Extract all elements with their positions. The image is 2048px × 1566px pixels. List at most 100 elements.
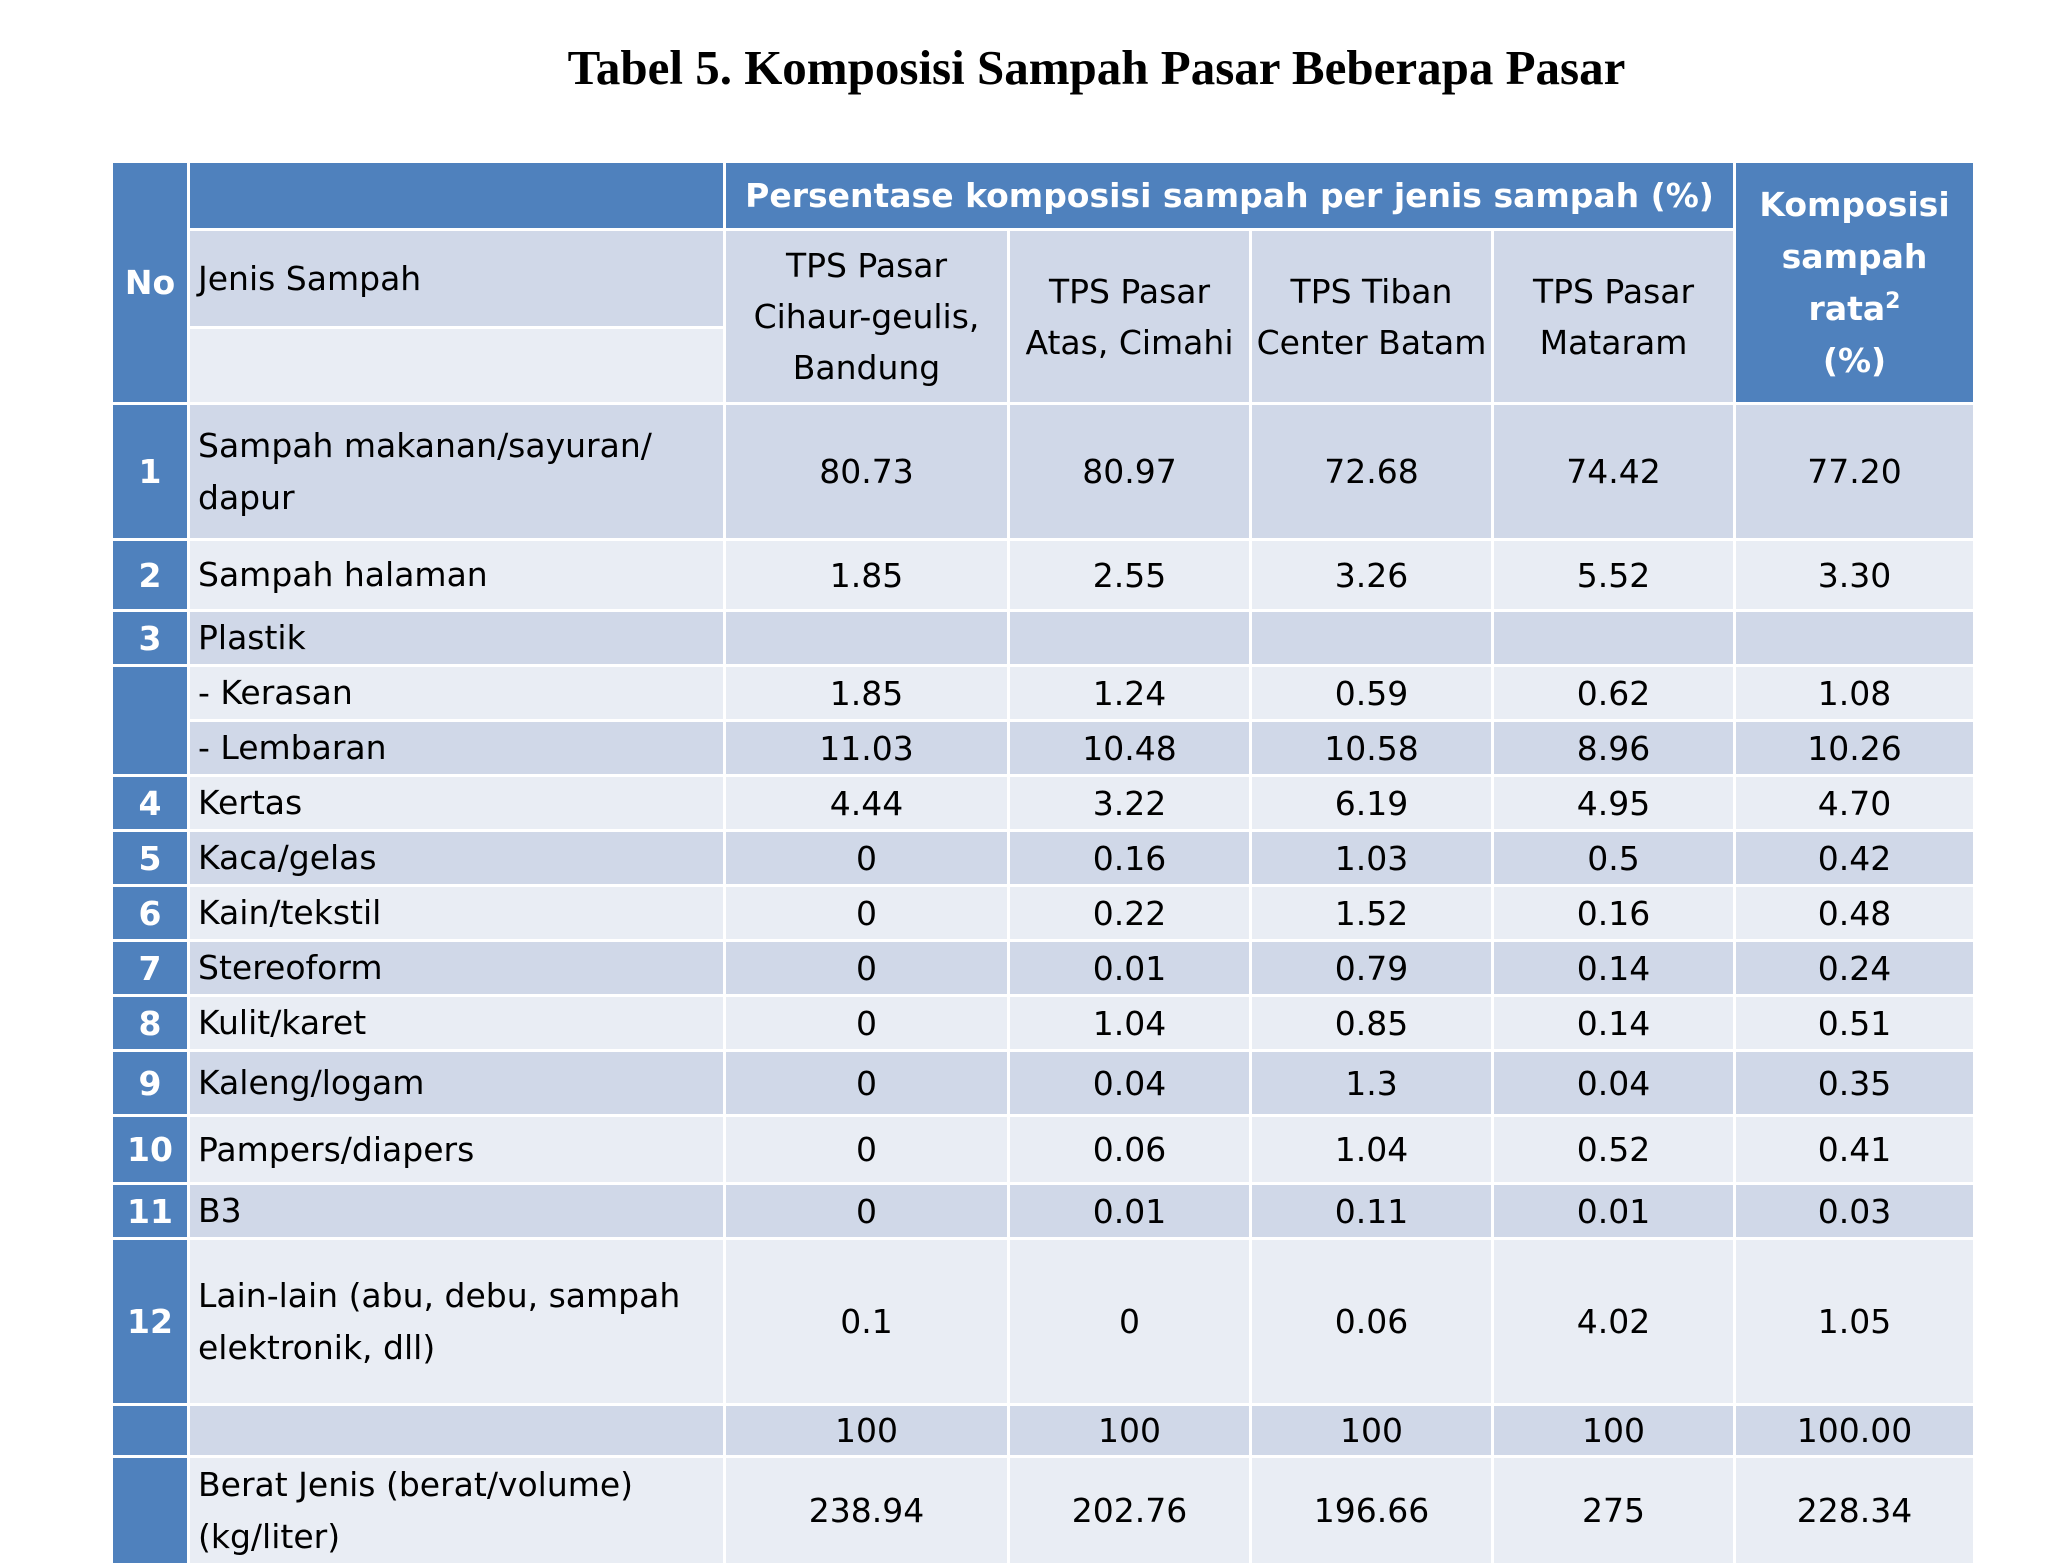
row-number: 5	[110, 829, 190, 887]
table-title: Tabel 5. Komposisi Sampah Pasar Beberapa…	[567, 40, 1626, 95]
cell-mataram: 0.52	[1491, 1114, 1736, 1185]
cell-cimahi: 1.24	[1007, 664, 1252, 722]
row-number: 6	[110, 884, 190, 942]
table-row: 12 Lain-lain (abu, debu, sampah elektroni…	[110, 1237, 1976, 1406]
header-average-line2: sampah rata	[1781, 236, 1928, 328]
cell-cimahi: 0.01	[1007, 939, 1252, 997]
cell-mataram: 275	[1491, 1455, 1736, 1566]
cell-cimahi: 202.76	[1007, 1455, 1252, 1566]
cell-cihaurgeulis: 0	[723, 1114, 1010, 1185]
cell-batam: 0.79	[1249, 939, 1494, 997]
cell-batam	[1249, 609, 1494, 667]
cell-cimahi	[1007, 609, 1252, 667]
header-average-superscript: 2	[1885, 288, 1901, 314]
cell-mataram: 0.5	[1491, 829, 1736, 887]
row-label: Kaca/gelas	[187, 829, 726, 887]
cell-cimahi: 2.55	[1007, 538, 1252, 612]
row-label: Sampah makanan/sayuran/ dapur	[187, 402, 726, 541]
table-row: 100 100 100 100 100.00	[110, 1403, 1976, 1458]
header-col-cimahi: TPS Pasar Atas, Cimahi	[1007, 228, 1252, 405]
cell-batam: 0.11	[1249, 1182, 1494, 1240]
cell-cimahi: 0.01	[1007, 1182, 1252, 1240]
cell-batam: 0.85	[1249, 994, 1494, 1052]
header-jenis: Jenis Sampah	[187, 228, 726, 329]
header-corner	[187, 160, 726, 231]
row-number: 10	[110, 1114, 190, 1185]
row-number	[110, 664, 190, 777]
header-col-batam: TPS Tiban Center Batam	[1249, 228, 1494, 405]
row-number: 11	[110, 1182, 190, 1240]
cell-mataram: 4.02	[1491, 1237, 1736, 1406]
cell-batam: 10.58	[1249, 719, 1494, 777]
cell-cihaurgeulis: 0	[723, 884, 1010, 942]
cell-batam: 1.3	[1249, 1049, 1494, 1117]
table-row: 1 Sampah makanan/sayuran/ dapur 80.73 80.97…	[110, 402, 1976, 541]
row-label: Kain/tekstil	[187, 884, 726, 942]
cell-mataram: 0.14	[1491, 939, 1736, 997]
table-row: Berat Jenis (berat/volume) (kg/liter) 238…	[110, 1455, 1976, 1566]
row-label: Kertas	[187, 774, 726, 832]
row-number: 3	[110, 609, 190, 667]
cell-average: 0.51	[1733, 994, 1976, 1052]
cell-cimahi: 3.22	[1007, 774, 1252, 832]
cell-average: 3.30	[1733, 538, 1976, 612]
table-row: 8 Kulit/karet 0 1.04 0.85 0.14 0.51	[110, 994, 1976, 1052]
header-average-line1: Komposisi	[1759, 184, 1950, 224]
header-group: Persentase komposisi sampah per jenis sa…	[723, 160, 1736, 231]
cell-cihaurgeulis: 11.03	[723, 719, 1010, 777]
row-label: - Kerasan	[187, 664, 726, 722]
cell-cimahi: 0.22	[1007, 884, 1252, 942]
table-row: 6 Kain/tekstil 0 0.22 1.52 0.16 0.48	[110, 884, 1976, 942]
cell-batam: 1.03	[1249, 829, 1494, 887]
row-number	[110, 1403, 190, 1458]
row-label	[187, 1403, 726, 1458]
table-row: 11 B3 0 0.01 0.11 0.01 0.03	[110, 1182, 1976, 1240]
cell-average: 1.05	[1733, 1237, 1976, 1406]
cell-mataram: 74.42	[1491, 402, 1736, 541]
cell-average: 4.70	[1733, 774, 1976, 832]
row-label: Sampah halaman	[187, 538, 726, 612]
cell-mataram: 8.96	[1491, 719, 1736, 777]
row-number: 12	[110, 1237, 190, 1406]
waste-composition-table: No Persentase komposisi sampah per jenis…	[110, 160, 1976, 1566]
cell-batam: 0.59	[1249, 664, 1494, 722]
row-number: 4	[110, 774, 190, 832]
cell-cihaurgeulis: 238.94	[723, 1455, 1010, 1566]
cell-batam: 196.66	[1249, 1455, 1494, 1566]
cell-cihaurgeulis: 0	[723, 994, 1010, 1052]
row-label: Lain-lain (abu, debu, sampah elektronik,…	[187, 1237, 726, 1406]
table-row: 3 Plastik	[110, 609, 1976, 667]
cell-average: 100.00	[1733, 1403, 1976, 1458]
row-label: Stereoform	[187, 939, 726, 997]
row-number: 8	[110, 994, 190, 1052]
cell-cimahi: 100	[1007, 1403, 1252, 1458]
cell-cihaurgeulis: 0	[723, 1049, 1010, 1117]
cell-cihaurgeulis: 1.85	[723, 538, 1010, 612]
cell-average: 77.20	[1733, 402, 1976, 541]
table-row: - Lembaran 11.03 10.48 10.58 8.96 10.26	[112, 719, 1976, 777]
header-jenis-blank	[187, 326, 726, 405]
cell-batam: 6.19	[1249, 774, 1494, 832]
table-row: 9 Kaleng/logam 0 0.04 1.3 0.04 0.35	[110, 1049, 1976, 1117]
row-number	[110, 1455, 190, 1566]
row-label: B3	[187, 1182, 726, 1240]
cell-batam: 1.52	[1249, 884, 1494, 942]
cell-average	[1733, 609, 1976, 667]
table-row: 2 Sampah halaman 1.85 2.55 3.26 5.52 3.30	[110, 538, 1976, 612]
header-average: Komposisi sampah rata2 (%)	[1733, 160, 1976, 405]
row-label: Plastik	[187, 609, 726, 667]
cell-cihaurgeulis: 0.1	[723, 1237, 1010, 1406]
header-no: No	[110, 160, 190, 405]
row-number: 2	[110, 538, 190, 612]
cell-cimahi: 0.04	[1007, 1049, 1252, 1117]
row-label: Kulit/karet	[187, 994, 726, 1052]
row-number: 9	[110, 1049, 190, 1117]
cell-cimahi: 1.04	[1007, 994, 1252, 1052]
cell-average: 10.26	[1733, 719, 1976, 777]
cell-cimahi: 10.48	[1007, 719, 1252, 777]
cell-batam: 3.26	[1249, 538, 1494, 612]
cell-average: 0.48	[1733, 884, 1976, 942]
cell-cihaurgeulis: 1.85	[723, 664, 1010, 722]
cell-mataram: 100	[1491, 1403, 1736, 1458]
cell-mataram: 4.95	[1491, 774, 1736, 832]
